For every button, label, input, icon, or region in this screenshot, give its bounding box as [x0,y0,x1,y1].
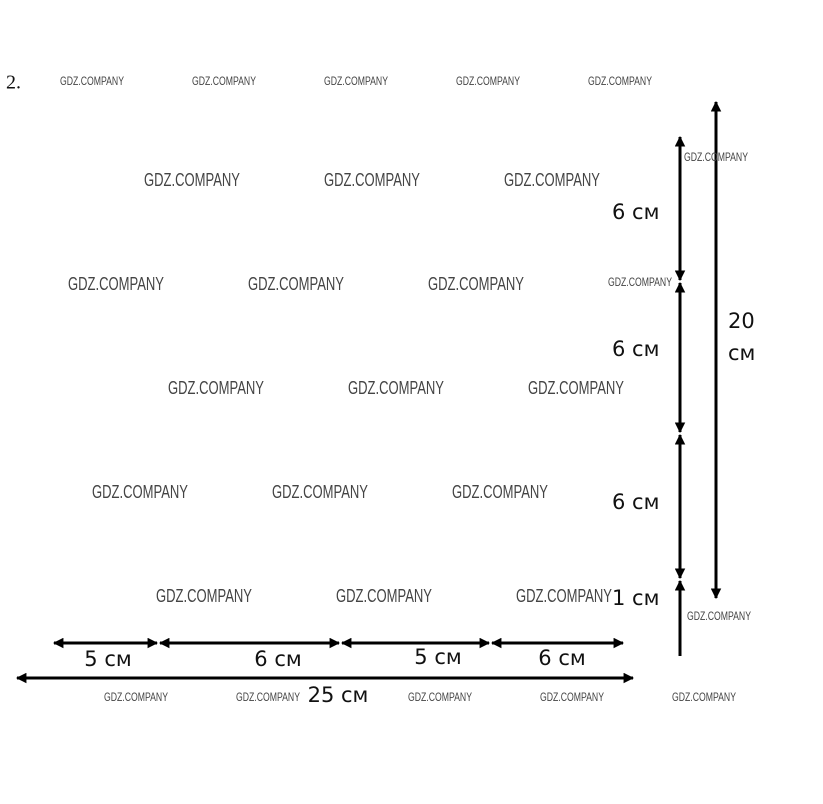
watermark: GDZ.COMPANY [588,74,652,88]
segment-label: 5 см [84,647,131,671]
segment-label: 6 см [612,337,659,361]
total-label: см [728,341,755,365]
watermark: GDZ.COMPANY [528,378,624,398]
watermark: GDZ.COMPANY [236,690,300,704]
watermark: GDZ.COMPANY [272,482,368,502]
watermark: GDZ.COMPANY [687,609,751,623]
segment-label: 6 см [612,490,659,514]
watermark: GDZ.COMPANY [144,170,240,190]
watermark: GDZ.COMPANY [324,170,420,190]
watermark: GDZ.COMPANY [192,74,256,88]
watermark: GDZ.COMPANY [408,690,472,704]
total-label: 20 [728,309,755,333]
watermark: GDZ.COMPANY [248,274,344,294]
watermark: GDZ.COMPANY [168,378,264,398]
watermark: GDZ.COMPANY [428,274,524,294]
watermark: GDZ.COMPANY [540,690,604,704]
watermark: GDZ.COMPANY [608,275,672,289]
watermark: GDZ.COMPANY [324,74,388,88]
segment-label: 6 см [612,200,659,224]
total-label: 25 см [308,683,369,707]
segment-label: 6 см [254,647,301,671]
problem-number: 2. [6,72,21,94]
watermark: GDZ.COMPANY [672,690,736,704]
watermark: GDZ.COMPANY [92,482,188,502]
vertical-dimensions [674,100,722,656]
segment-label: 6 см [538,646,585,670]
watermark: GDZ.COMPANY [68,274,164,294]
watermark: GDZ.COMPANY [684,150,748,164]
watermark: GDZ.COMPANY [60,74,124,88]
watermarks: GDZ.COMPANY GDZ.COMPANY GDZ.COMPANY GDZ.COM… [60,74,751,704]
watermark: GDZ.COMPANY [336,586,432,606]
watermark: GDZ.COMPANY [104,690,168,704]
watermark: GDZ.COMPANY [348,378,444,398]
horizontal-dimensions [15,637,635,684]
segment-label: 1 см [612,586,659,610]
segment-label: 5 см [414,645,461,669]
watermark: GDZ.COMPANY [452,482,548,502]
watermark: GDZ.COMPANY [456,74,520,88]
watermark: GDZ.COMPANY [156,586,252,606]
watermark: GDZ.COMPANY [504,170,600,190]
watermark: GDZ.COMPANY [516,586,612,606]
